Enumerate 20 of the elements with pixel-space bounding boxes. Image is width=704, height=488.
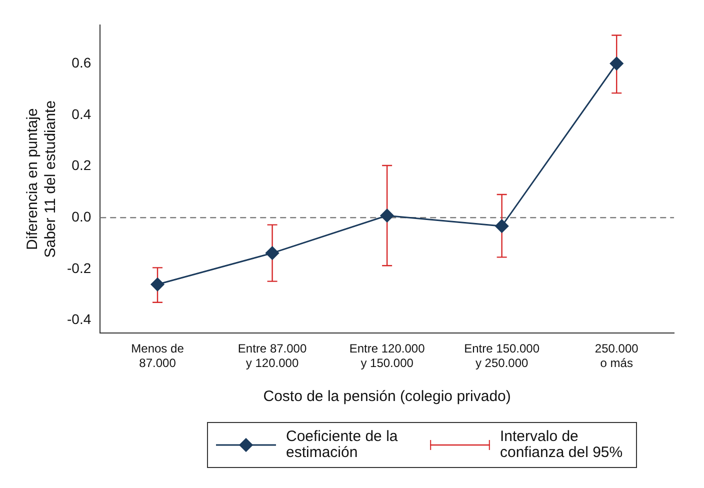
point (495, 219, 509, 233)
y-tick-label: 0.0 (72, 208, 92, 224)
point (610, 56, 624, 70)
y-tick-label: 0.2 (72, 157, 92, 174)
y-tick-label: -0.4 (67, 311, 92, 328)
y-axis-title: Diferencia en puntaje Saber 11 del estudiante (24, 100, 60, 258)
legend-label: Coeficiente de la estimación (286, 428, 399, 461)
point (150, 278, 164, 292)
y-tick-label: 0.4 (72, 106, 92, 122)
y-tick-label: -0.2 (67, 260, 92, 276)
point (266, 246, 280, 260)
point (380, 208, 394, 222)
x-tick-label: Entre 120.000 y 150.000 (349, 342, 426, 370)
text: Intervalo de confianza del 95% (500, 428, 624, 461)
x-tick-label: Menos de 87.000 (131, 342, 184, 370)
y-tick-label: 0.6 (72, 54, 92, 70)
x-tick-label: 250.000 o más (594, 342, 639, 370)
x-tick-label: Entre 87.000 y 120.000 (238, 342, 307, 370)
x-tick-label: Entre 150.000 y 250.000 (464, 342, 540, 370)
x-axis-title: Costo de la pensión (colegio privado) (263, 388, 511, 406)
